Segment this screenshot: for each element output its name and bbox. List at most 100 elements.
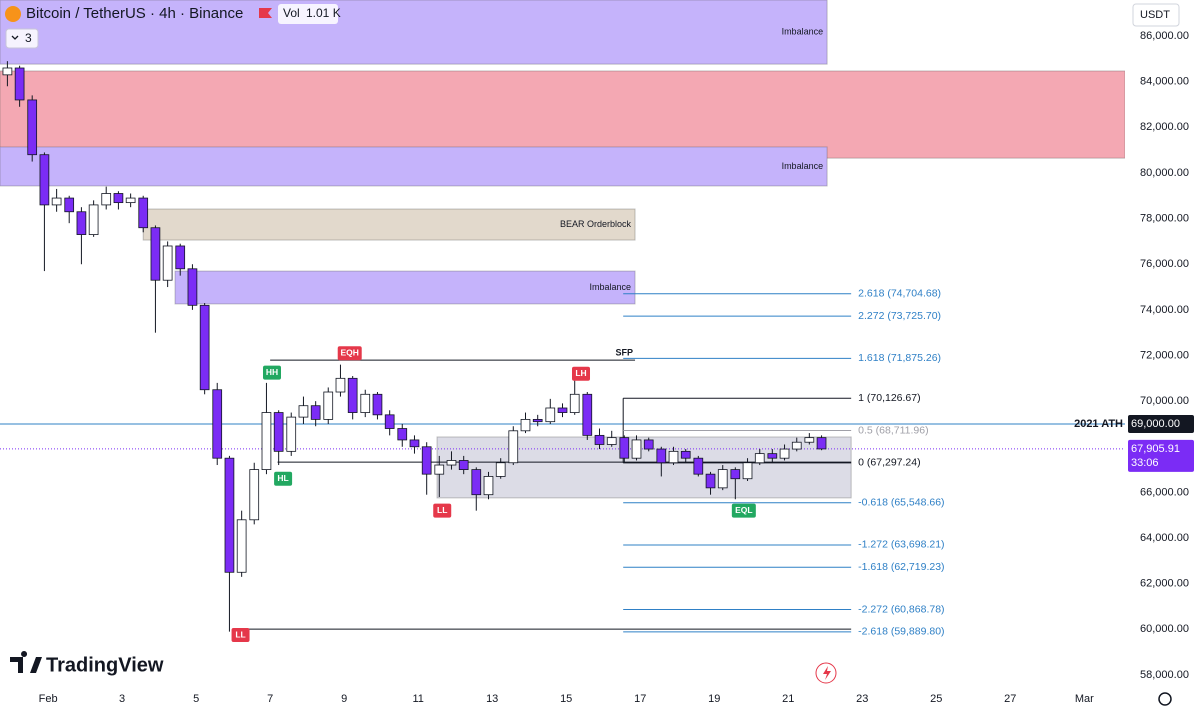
symbol-icon [5, 6, 21, 22]
fib-label: -2.618 (59,889.80) [858, 626, 944, 638]
candle-body [742, 462, 753, 480]
currency-box[interactable] [1132, 3, 1180, 27]
x-tick-label: 27 [1004, 693, 1016, 705]
fib-label: 0.5 (68,711.96) [858, 424, 928, 436]
candle-body [631, 439, 642, 459]
candle-body [113, 193, 124, 204]
watermark: TradingView [46, 654, 164, 676]
x-tick-label: 25 [930, 693, 942, 705]
y-tick-label: 64,000.00 [1140, 532, 1189, 544]
countdown: 33:06 [1131, 457, 1159, 469]
candle-body [224, 457, 235, 573]
candle-body [582, 393, 593, 436]
candle-body [730, 469, 741, 480]
fib-label: -2.272 (60,868.78) [858, 603, 944, 615]
y-tick-label: 86,000.00 [1140, 30, 1189, 42]
candle-body [520, 418, 531, 432]
candle-body [298, 405, 309, 418]
candle-body [347, 377, 358, 413]
candle-body [717, 469, 728, 489]
candle-body [446, 460, 457, 466]
symbol-title[interactable]: Bitcoin / TetherUS · 4h · Binance [26, 5, 243, 22]
structure-label: HL [277, 473, 288, 483]
candle-body [310, 405, 321, 420]
overlays: 2021 ATH [1074, 418, 1123, 430]
x-tick-label: 3 [119, 693, 125, 705]
x-tick-label: 15 [560, 693, 572, 705]
candle-body [76, 211, 87, 235]
structure-marker [231, 628, 250, 643]
y-tick-label: 58,000.00 [1140, 669, 1189, 681]
fib-label: 2.618 (74,704.68) [858, 288, 941, 300]
structure-label: LL [235, 629, 245, 639]
fib-label: 2.272 (73,725.70) [858, 310, 941, 322]
y-tick-label: 76,000.00 [1140, 258, 1189, 270]
x-tick-label: 9 [341, 693, 347, 705]
candle-body [360, 393, 371, 413]
x-tick-label: 23 [856, 693, 868, 705]
candle-body [101, 193, 112, 206]
candle-body [138, 197, 149, 229]
flag-icon[interactable] [259, 8, 272, 18]
structure-label: EQL [735, 505, 752, 515]
fib-label: -1.618 (62,719.23) [858, 561, 944, 573]
candle-body [508, 430, 519, 464]
candle-body [27, 99, 38, 156]
time-axis [0, 685, 1125, 711]
candle-body [372, 393, 383, 416]
candle-body [212, 389, 223, 459]
y-tick-label: 80,000.00 [1140, 167, 1189, 179]
structure-label: EQH [341, 347, 359, 357]
candle-body [175, 245, 186, 270]
price-axis [1125, 0, 1200, 711]
candle-body [261, 412, 272, 470]
x-tick-label: 7 [267, 693, 273, 705]
candle-body [125, 197, 136, 204]
candle-body [643, 439, 654, 450]
candle-body [286, 416, 297, 452]
axes: 58,000.00 60,000.00 62,000.00 64,000.00 66,0… [39, 30, 1194, 705]
candle-body [162, 245, 173, 281]
candle-body [495, 462, 506, 477]
candle-body [236, 519, 247, 573]
volume-name: Vol [283, 6, 300, 20]
y-tick-label: 60,000.00 [1140, 623, 1189, 635]
candle-body [434, 464, 445, 475]
candle-body [249, 469, 260, 521]
y-tick-label: 74,000.00 [1140, 304, 1189, 316]
candle-body [323, 391, 334, 420]
candle-body [693, 457, 704, 475]
candle-body [754, 453, 765, 464]
structure-marker [433, 503, 452, 518]
structure-label: LL [437, 505, 447, 515]
x-tick-label: 19 [708, 693, 720, 705]
candle-body [199, 304, 210, 391]
candle-body [273, 412, 284, 452]
structure-marker [731, 503, 756, 518]
candle-body [557, 407, 568, 413]
ath-label: 2021 ATH [1074, 418, 1123, 430]
settings-icon[interactable] [1158, 692, 1172, 706]
fib-label: -0.618 (65,548.66) [858, 496, 944, 508]
x-tick-label: Feb [39, 693, 58, 705]
candle-body [569, 393, 580, 413]
candle-body [187, 268, 198, 306]
zone [0, 146, 828, 187]
tradingview-logo [10, 651, 42, 673]
zone-label: Imbalance [782, 161, 824, 171]
candle-body [532, 418, 543, 423]
structure-marker [337, 346, 362, 361]
candle-body [483, 476, 494, 496]
structure-label: HH [266, 367, 278, 377]
indicator-toggle[interactable] [5, 28, 39, 49]
candle-body [668, 450, 679, 464]
candle-body [606, 437, 617, 445]
x-tick-label: Mar [1075, 693, 1094, 705]
candle-body [14, 67, 25, 101]
y-tick-label: 70,000.00 [1140, 395, 1189, 407]
candle-body [409, 439, 420, 448]
volume-box [278, 4, 338, 24]
candle-body [705, 473, 716, 489]
